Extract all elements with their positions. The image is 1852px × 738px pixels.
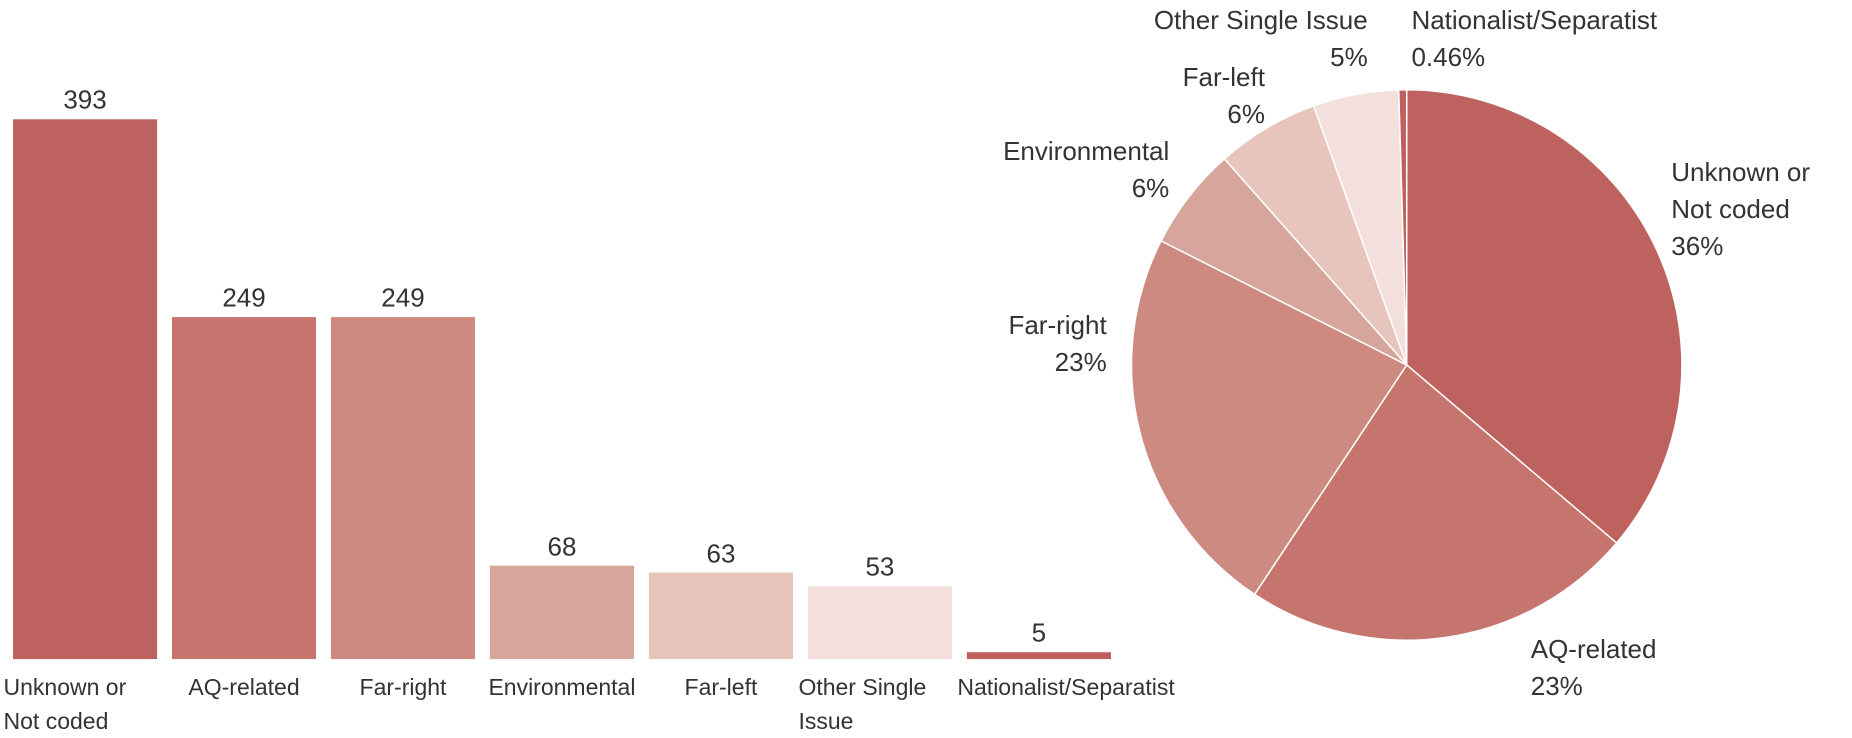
- slice-percent: 5%: [1330, 42, 1368, 73]
- x-tick-label: Other Single Issue: [798, 670, 961, 738]
- bar: [171, 317, 317, 660]
- pie-label: Nationalist/Separatist 0.46%: [1411, 2, 1765, 76]
- pie-slice: [1253, 363, 1618, 641]
- x-tick-label: Far-right: [322, 670, 485, 704]
- value-label: 249: [222, 282, 266, 313]
- slice-name: AQ-related: [1530, 633, 1657, 664]
- value-label: 63: [706, 538, 736, 569]
- slice-percent: 23%: [1530, 670, 1583, 701]
- x-tick-text: Nationalist/Separatist: [957, 673, 1175, 700]
- x-tick-text: Far-right: [359, 673, 447, 700]
- pie-slice: [1397, 89, 1408, 365]
- x-tick-label: AQ-related: [163, 670, 326, 704]
- x-tick-label: Nationalist/Separatist: [957, 670, 1174, 704]
- x-tick-text: Far-left: [684, 673, 758, 700]
- x-tick-text: Environmental: [488, 673, 636, 700]
- x-tick-label: Far-left: [639, 670, 802, 704]
- slice-name: Far-right: [1008, 310, 1107, 341]
- pie-label: Far-right 23%: [870, 307, 1106, 381]
- bar: [966, 652, 1111, 660]
- pie-slice: [1130, 239, 1408, 596]
- x-tick-text: Unknown or Not coded: [3, 673, 127, 734]
- x-tick-text: Other Single Issue: [798, 673, 927, 734]
- bar: [648, 572, 794, 660]
- slice-percent: 6%: [1227, 99, 1265, 130]
- slice-name: Nationalist/Separatist: [1411, 5, 1658, 36]
- pie-slice: [1405, 89, 1683, 545]
- slice-name: Far-left: [1182, 62, 1265, 93]
- pie-label: Other Single Issue 5%: [1061, 2, 1368, 76]
- slice-percent: 36%: [1671, 230, 1724, 261]
- slice-name: Environmental: [1003, 136, 1170, 167]
- bar: [807, 586, 952, 660]
- x-tick-label: Unknown or Not coded: [4, 670, 167, 738]
- pie-label: Environmental 6%: [874, 133, 1169, 207]
- pie-label: Unknown or Not coded 36%: [1671, 154, 1848, 265]
- value-label: 5: [1031, 617, 1047, 648]
- slice-name: Unknown or Not coded: [1671, 156, 1811, 224]
- pie-label: Far-left 6%: [1029, 59, 1265, 133]
- bar: [12, 119, 158, 660]
- value-label: 393: [63, 84, 107, 115]
- value-label: 53: [865, 551, 895, 582]
- bar: [489, 565, 635, 660]
- slice-percent: 6%: [1131, 173, 1170, 204]
- slice-percent: 0.46%: [1411, 42, 1486, 73]
- bar: [330, 317, 476, 660]
- slice-percent: 23%: [1054, 347, 1107, 378]
- value-label: 68: [547, 531, 577, 562]
- value-label: 249: [381, 282, 425, 313]
- pie-label: AQ-related 23%: [1531, 631, 1767, 705]
- x-tick-text: AQ-related: [188, 673, 300, 700]
- x-tick-label: Environmental: [480, 670, 643, 704]
- slice-name: Other Single Issue: [1153, 5, 1368, 36]
